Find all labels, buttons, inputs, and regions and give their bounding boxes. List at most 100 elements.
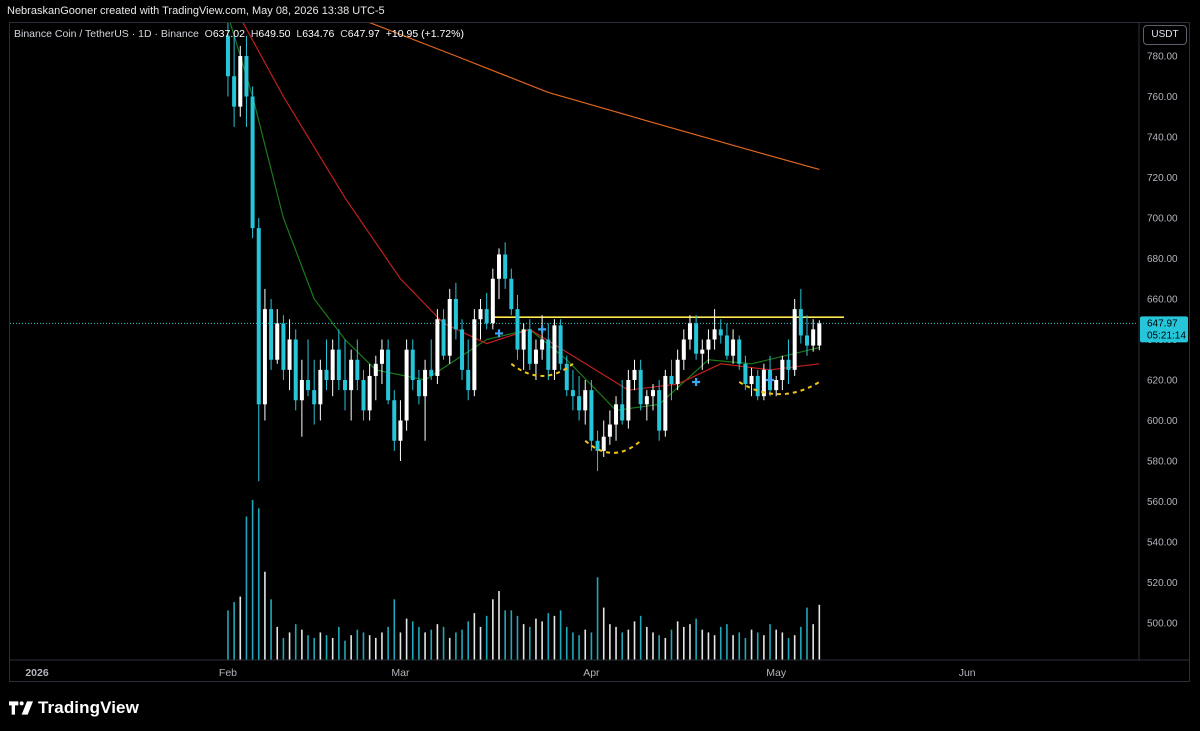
- price-tick-label: 680.00: [1147, 254, 1178, 265]
- candle-body: [792, 309, 797, 370]
- candle-body: [225, 35, 230, 77]
- candle-body: [694, 323, 699, 354]
- candle-body: [256, 228, 261, 405]
- candle-body: [570, 390, 575, 397]
- candle-body: [497, 254, 501, 279]
- candle-body: [620, 404, 625, 421]
- candle-body: [731, 339, 736, 356]
- candle-body: [478, 309, 483, 320]
- candle-body: [281, 323, 286, 370]
- ohlc-open: O637.02: [204, 28, 245, 40]
- candle-body: [706, 339, 711, 350]
- bar-countdown: 05:21:14: [1147, 330, 1186, 341]
- candle-body: [583, 390, 588, 411]
- candle-body: [700, 349, 705, 354]
- price-tick-label: 600.00: [1147, 416, 1178, 427]
- ohlc-low: L634.76: [296, 28, 335, 40]
- price-tick-label: 740.00: [1147, 133, 1178, 144]
- candle-body: [589, 390, 594, 441]
- candle-body: [386, 349, 391, 401]
- symbol-legend: Binance Coin / TetherUS · 1D · Binance O…: [14, 28, 464, 40]
- ohlc-change: +10.95 (+1.72%): [385, 28, 464, 40]
- candle-body: [564, 363, 569, 391]
- candle-body: [743, 363, 748, 385]
- candle-body: [607, 424, 612, 437]
- candle-body: [687, 323, 692, 340]
- cross-marker: [766, 376, 775, 384]
- cross-marker: [495, 329, 503, 338]
- candle-body: [244, 56, 249, 97]
- candle-body: [490, 278, 495, 324]
- candle-body: [324, 369, 329, 380]
- candle-body: [527, 329, 532, 364]
- candle-body: [262, 309, 267, 405]
- candle-body: [379, 349, 384, 364]
- candle-body: [447, 299, 452, 356]
- candle-body: [755, 375, 760, 397]
- candle-body: [355, 359, 360, 380]
- candle-body: [786, 359, 791, 370]
- candle-body: [595, 440, 600, 451]
- candle-body: [361, 380, 366, 411]
- candle-body: [404, 349, 409, 421]
- candle-body: [663, 375, 668, 431]
- attribution-bar: NebraskanGooner created with TradingView…: [0, 0, 1200, 22]
- plot-area: [10, 23, 1138, 660]
- candle-body: [423, 369, 428, 397]
- candle-body: [410, 349, 415, 380]
- candle-body: [798, 309, 803, 336]
- moving-average-line: [229, 23, 820, 412]
- candle-body: [238, 56, 243, 107]
- candle-body: [675, 359, 680, 385]
- candle-body: [509, 278, 514, 310]
- candle-body: [540, 339, 545, 350]
- candle-body: [521, 329, 526, 350]
- candle-body: [601, 436, 606, 451]
- candle-body: [558, 325, 563, 364]
- pattern-arc: [510, 363, 574, 377]
- candle-body: [435, 319, 440, 376]
- price-tick-label: 500.00: [1147, 619, 1178, 630]
- candle-body: [429, 369, 434, 376]
- time-tick-label: Apr: [583, 667, 600, 679]
- candle-body: [373, 363, 378, 376]
- candle-body: [441, 319, 446, 356]
- candle-body: [614, 404, 619, 425]
- candle-body: [269, 309, 274, 360]
- candle-body: [287, 339, 292, 370]
- pattern-arc: [738, 381, 820, 396]
- candle-body: [644, 396, 649, 405]
- candle-body: [293, 339, 298, 401]
- candle-body: [712, 329, 717, 340]
- candle-body: [306, 380, 311, 391]
- moving-average-line: [368, 23, 820, 170]
- price-tick-label: 700.00: [1147, 214, 1178, 225]
- candle-body: [761, 369, 766, 397]
- candle-body: [453, 299, 458, 330]
- chart-frame: [9, 22, 1190, 682]
- last-price-tag: [1140, 316, 1188, 343]
- tradingview-logo[interactable]: TradingView: [9, 698, 139, 718]
- candle-body: [737, 339, 742, 364]
- candle-body: [724, 335, 729, 356]
- candle-body: [484, 309, 489, 324]
- symbol-name: Binance Coin / TetherUS · 1D · Binance: [14, 28, 199, 40]
- candle-body: [749, 375, 754, 385]
- candle-body: [318, 369, 323, 405]
- candle-body: [330, 349, 335, 380]
- tradingview-logo-text: TradingView: [38, 698, 139, 717]
- candle-body: [651, 390, 655, 397]
- footer: [0, 682, 1200, 731]
- time-tick-label: Mar: [391, 667, 410, 679]
- candle-body: [626, 380, 631, 421]
- candle-body: [515, 309, 520, 350]
- candle-body: [472, 319, 477, 391]
- last-price-value: 647.97: [1147, 318, 1178, 329]
- price-tick-label: 560.00: [1147, 497, 1178, 508]
- candle-body: [774, 380, 779, 391]
- currency-selector-button[interactable]: USDT: [1143, 25, 1187, 45]
- candle-body: [299, 380, 304, 401]
- price-tick-label: 520.00: [1147, 578, 1178, 589]
- candle-body: [398, 420, 403, 441]
